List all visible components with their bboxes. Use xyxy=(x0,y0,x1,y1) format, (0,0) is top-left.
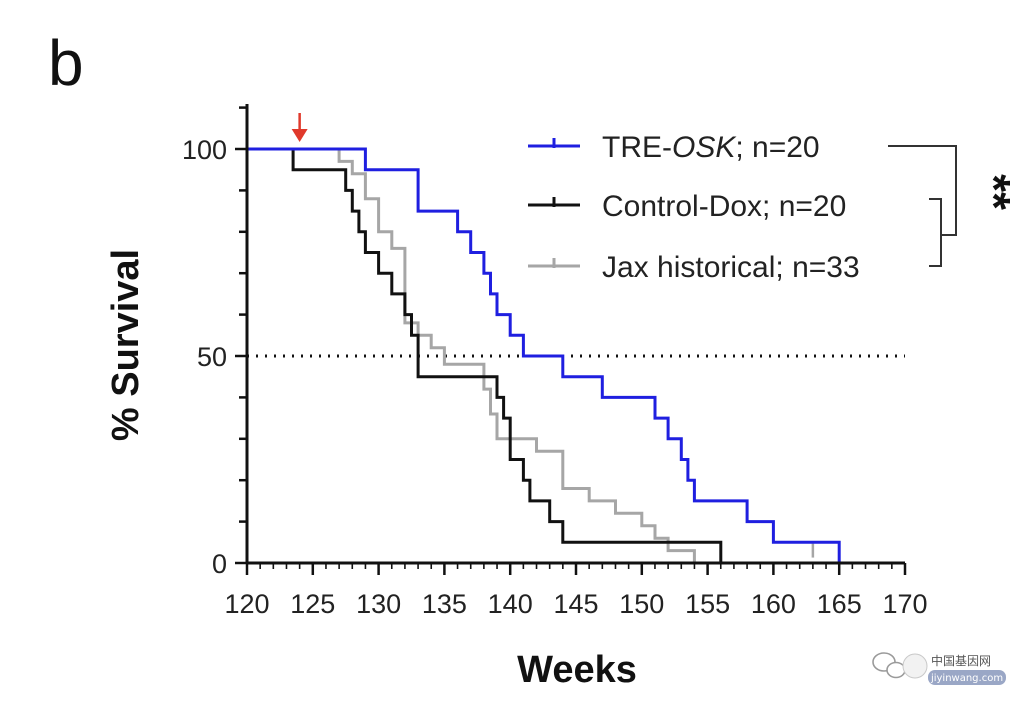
axes-layer: 0 50 100 120 125 130 135 140 145 150 155 160 165 170 xyxy=(182,104,928,619)
legend: TRE-OSK; n=20 Control-Dox; n=20 Jax histor… xyxy=(528,131,860,284)
x-tick-label-120: 120 xyxy=(224,589,269,619)
legend-label-part: Jax historical; n=33 xyxy=(602,251,860,284)
series-line-2 xyxy=(247,147,696,563)
legend-label-part: ; n=20 xyxy=(735,131,819,164)
legend-label-part: TRE- xyxy=(602,131,672,164)
y-tick-label-0: 0 xyxy=(212,549,227,579)
legend-label: Control-Dox; n=20 xyxy=(602,190,846,223)
arrow-head xyxy=(291,129,308,142)
legend-label: Jax historical; n=33 xyxy=(602,251,860,284)
legend-label-part: Control-Dox; n=20 xyxy=(602,190,846,223)
series-line-1 xyxy=(247,147,723,563)
watermark-url-badge xyxy=(928,670,1006,685)
x-tick-label-130: 130 xyxy=(356,589,401,619)
y-tick-label-50: 50 xyxy=(197,342,227,372)
series-line-0 xyxy=(247,147,841,563)
x-tick-label-125: 125 xyxy=(290,589,335,619)
x-tick-label-155: 155 xyxy=(685,589,730,619)
legend-item-1: Control-Dox; n=20 xyxy=(528,190,846,223)
watermark-url: jiyinwang.com xyxy=(930,673,1003,684)
legend-item-2: Jax historical; n=33 xyxy=(528,251,860,284)
x-tick-label-135: 135 xyxy=(422,589,467,619)
logo-icon xyxy=(902,653,928,679)
treatment-arrow-layer xyxy=(291,113,308,142)
plot-area: 0 50 100 120 125 130 135 140 145 150 155 160 165 170 xyxy=(182,104,928,619)
x-tick-label-165: 165 xyxy=(817,589,862,619)
bracket-control-vs-jax xyxy=(929,198,942,267)
watermark: 中国基因网 jiyinwang.com xyxy=(872,652,1006,685)
series-layer xyxy=(247,147,841,563)
wechat-icon xyxy=(872,652,906,679)
legend-item-0: TRE-OSK; n=20 xyxy=(528,131,820,164)
y-axis-title: % Survival xyxy=(105,249,147,441)
x-tick-label-145: 145 xyxy=(553,589,598,619)
watermark-title: 中国基因网 xyxy=(931,653,991,668)
x-tick-label-140: 140 xyxy=(488,589,533,619)
significance-stars: ** xyxy=(968,174,1020,210)
legend-label-part: OSK xyxy=(672,131,737,164)
legend-label: TRE-OSK; n=20 xyxy=(602,131,820,164)
x-tick-label-170: 170 xyxy=(882,589,927,619)
x-axis-title: Weeks xyxy=(517,649,637,691)
treatment-start-arrow-icon xyxy=(291,113,308,142)
significance-brackets: ** xyxy=(888,145,1020,267)
bracket-tre-vs-others xyxy=(888,145,957,236)
y-tick-label-100: 100 xyxy=(182,135,227,165)
x-tick-label-150: 150 xyxy=(619,589,664,619)
panel-label: b xyxy=(48,27,84,99)
x-tick-label-160: 160 xyxy=(751,589,796,619)
